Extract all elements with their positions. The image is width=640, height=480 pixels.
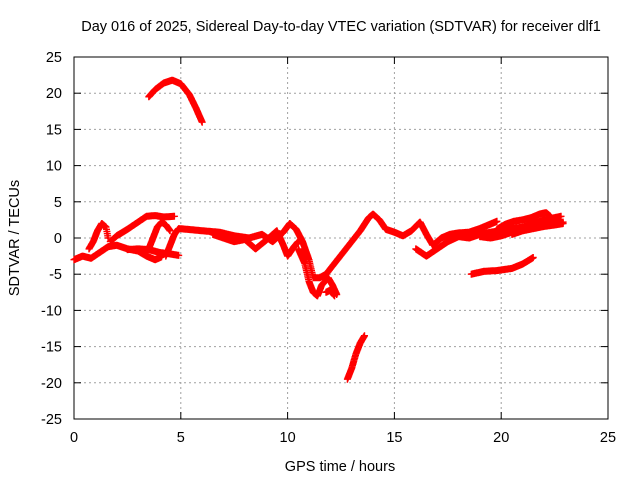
y-tick-label: 10 <box>46 159 62 175</box>
series-arc-8 <box>209 227 302 260</box>
series-arc-16 <box>508 220 567 238</box>
x-tick-label: 25 <box>600 430 616 446</box>
series-arc-15 <box>493 209 554 233</box>
series-arc-10 <box>322 286 339 300</box>
plus-markers <box>85 220 112 253</box>
series-arc-2 <box>85 220 112 253</box>
plus-markers <box>467 254 537 278</box>
grid-lines <box>74 57 608 419</box>
plus-markers <box>343 332 368 383</box>
series-arc-5 <box>145 76 206 126</box>
plus-markers <box>508 220 567 238</box>
chart-title: Day 016 of 2025, Sidereal Day-to-day VTE… <box>81 19 601 35</box>
x-tick-label: 10 <box>280 430 296 446</box>
series-arc-11 <box>343 332 368 383</box>
plus-markers <box>493 209 554 233</box>
y-tick-label: 5 <box>54 195 62 211</box>
x-tick-label: 5 <box>177 430 185 446</box>
series-arc-6 <box>145 218 174 253</box>
y-tick-label: -25 <box>41 412 62 428</box>
series-arc-7 <box>162 210 501 282</box>
y-tick-label: -15 <box>41 340 62 356</box>
y-tick-label: 20 <box>46 86 62 102</box>
plus-markers <box>106 212 178 246</box>
plus-markers <box>145 218 174 253</box>
y-tick-label: 25 <box>46 50 62 66</box>
plus-markers <box>322 286 339 300</box>
plus-markers <box>162 210 501 282</box>
data-marks <box>70 76 567 383</box>
x-axis-label: GPS time / hours <box>285 459 395 475</box>
y-tick-label: 0 <box>54 231 62 247</box>
y-axis-label: SDTVAR / TECUs <box>7 180 23 296</box>
x-tick-label: 20 <box>493 430 509 446</box>
x-tick-label: 0 <box>70 430 78 446</box>
x-tick-label: 15 <box>386 430 402 446</box>
plus-markers <box>209 227 302 260</box>
series-arc-9 <box>294 245 341 300</box>
series-arc-3 <box>106 212 178 246</box>
plus-markers <box>294 245 341 300</box>
y-tick-label: -20 <box>41 376 62 392</box>
y-tick-label: -5 <box>49 267 62 283</box>
plus-markers <box>145 76 206 126</box>
y-tick-label: -10 <box>41 303 62 319</box>
axis-ticks: 0 5 10 15 20 25 -25 -20 -15 -10 -5 0 5 10 15 20 25 <box>41 50 616 446</box>
y-tick-label: 15 <box>46 122 62 138</box>
series-arc-13 <box>467 254 537 278</box>
